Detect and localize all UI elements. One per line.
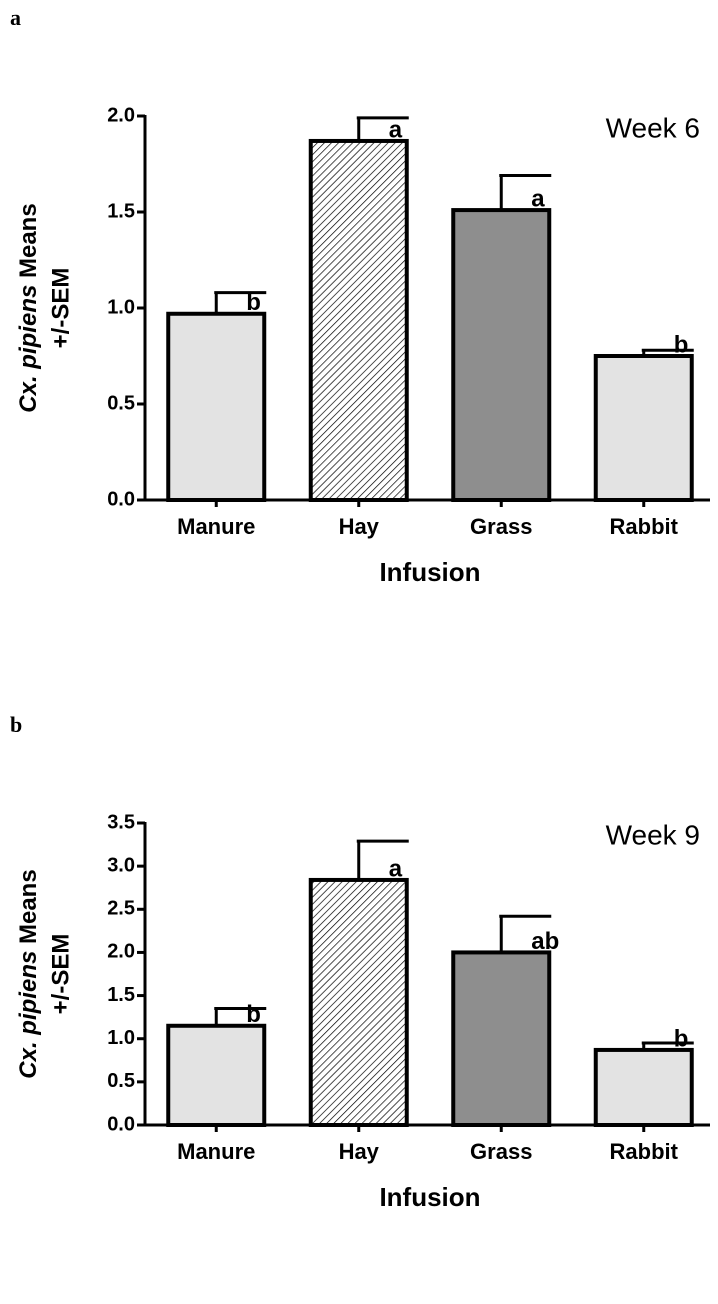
y-tick-label: 1.0: [107, 296, 135, 318]
bar: [593, 1047, 694, 1127]
y-tick-label: 2.5: [107, 898, 135, 920]
y-axis-label-main: Means: [15, 203, 42, 278]
y-tick-label: 0.0: [107, 1113, 135, 1135]
significance-letter: a: [531, 185, 545, 212]
bar: [166, 1023, 267, 1128]
y-axis-label-line2: +/-SEM: [47, 934, 74, 1015]
x-tick-label: Grass: [470, 1139, 532, 1164]
x-axis-label: Infusion: [379, 557, 480, 587]
y-tick-label: 3.0: [107, 854, 135, 876]
y-axis-label-space: [15, 944, 42, 951]
y-axis-label-italic: Cx. pipiens: [15, 285, 42, 413]
significance-letter: b: [246, 1001, 261, 1028]
significance-letter: a: [389, 116, 403, 143]
y-tick-label: 2.0: [107, 104, 135, 126]
x-tick-label: Manure: [177, 1139, 255, 1164]
y-tick-label: 0.5: [107, 392, 135, 414]
bar: [308, 877, 409, 1127]
y-tick-label: 2.0: [107, 941, 135, 963]
x-tick-label: Rabbit: [610, 514, 679, 539]
significance-letter: a: [389, 855, 403, 882]
annotation: Week 6: [606, 112, 700, 143]
x-tick-label: Rabbit: [610, 1139, 679, 1164]
significance-letter: ab: [531, 928, 559, 955]
y-axis-label-line2: +/-SEM: [47, 268, 74, 349]
bar: [451, 208, 552, 503]
bar: [166, 311, 267, 503]
bar: [451, 950, 552, 1128]
x-tick-label: Manure: [177, 514, 255, 539]
y-tick-label: 3.5: [107, 811, 135, 833]
significance-letter: b: [674, 1025, 689, 1052]
x-axis-label: Infusion: [379, 1182, 480, 1212]
x-tick-label: Hay: [339, 1139, 380, 1164]
y-tick-label: 1.5: [107, 200, 135, 222]
bar: [308, 138, 409, 503]
y-tick-label: 1.0: [107, 1027, 135, 1049]
significance-letter: b: [246, 289, 261, 316]
y-axis-label: Cx. pipiens Means: [15, 869, 42, 1078]
y-axis-label: Cx. pipiens Means: [15, 203, 42, 412]
bar: [593, 354, 694, 502]
panel-label: b: [10, 712, 22, 737]
annotation: Week 9: [606, 819, 700, 850]
x-tick-label: Grass: [470, 514, 532, 539]
x-tick-label: Hay: [339, 514, 380, 539]
panel-label: a: [10, 5, 21, 30]
y-axis-label-main: Means: [15, 869, 42, 944]
y-tick-label: 0.0: [107, 488, 135, 510]
y-axis-label-italic: Cx. pipiens: [15, 951, 42, 1079]
significance-letter: b: [674, 331, 689, 358]
y-tick-label: 1.5: [107, 984, 135, 1006]
y-axis-label-space: [15, 278, 42, 285]
y-tick-label: 0.5: [107, 1070, 135, 1092]
